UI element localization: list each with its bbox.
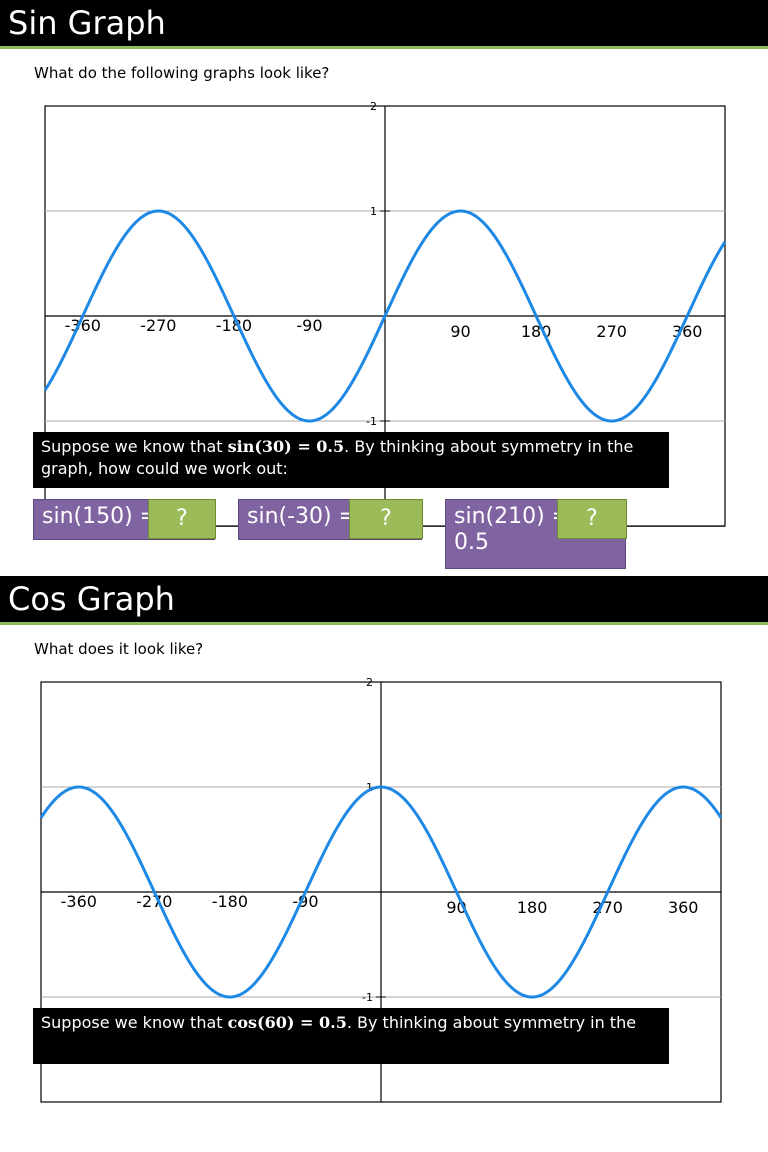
connector-line <box>626 526 725 527</box>
question-label: sin(-30) = <box>247 504 358 529</box>
question-label: sin(150) = <box>42 504 159 529</box>
y-tick-label: 1 <box>370 205 377 218</box>
y-tick-label: 2 <box>366 676 373 689</box>
prompt-text-start: Suppose we know that <box>41 1013 228 1032</box>
y-tick-label: -1 <box>362 991 373 1004</box>
prompt-math: sin(30) = 0.5 <box>227 437 345 456</box>
slide-subtitle: What do the following graphs look like? <box>34 64 330 82</box>
title-bar: Sin Graph <box>0 0 768 49</box>
x-tick-label: 180 <box>521 322 552 341</box>
question-sin210: sin(210) = 0.5 ? <box>445 499 627 569</box>
question-sin-30: sin(-30) = ? <box>238 499 423 540</box>
answer-button[interactable]: ? <box>148 499 216 539</box>
symmetry-prompt: Suppose we know that sin(30) = 0.5. By t… <box>33 432 669 488</box>
prompt-text-start: Suppose we know that <box>41 437 228 456</box>
x-tick-label: 360 <box>672 322 703 341</box>
prompt-text-end: . By thinking about symmetry in the <box>346 1013 637 1032</box>
cos-slide: Cos Graph What does it look like? 2 1 -1 -3… <box>0 576 768 1152</box>
x-tick-label: -360 <box>61 892 97 911</box>
x-tick-label: -270 <box>140 316 176 335</box>
slide-title: Cos Graph <box>8 580 175 618</box>
symmetry-prompt: Suppose we know that cos(60) = 0.5. By t… <box>33 1008 669 1064</box>
x-tick-label: -180 <box>212 892 248 911</box>
question-sin150: sin(150) = ? <box>33 499 216 540</box>
x-tick-label: 180 <box>517 898 548 917</box>
prompt-text-end: . By thinking about symmetry in the grap… <box>41 437 634 478</box>
question-label: sin(210) = <box>454 504 571 529</box>
x-tick-label: 270 <box>592 898 623 917</box>
x-tick-label: -180 <box>216 316 252 335</box>
title-bar: Cos Graph <box>0 576 768 625</box>
connector-line <box>215 526 239 527</box>
x-tick-label: 270 <box>596 322 627 341</box>
slide-subtitle: What does it look like? <box>34 640 204 658</box>
slide-title: Sin Graph <box>8 4 166 42</box>
connector-line <box>422 526 445 527</box>
sin-slide: Sin Graph What do the following graphs l… <box>0 0 768 569</box>
cos-curve <box>39 785 723 999</box>
y-tick-label: 2 <box>370 100 377 113</box>
y-tick-label: -1 <box>366 415 377 428</box>
sin-curve <box>43 209 727 423</box>
x-tick-label: -270 <box>136 892 172 911</box>
x-tick-label: -90 <box>296 316 322 335</box>
x-tick-label: -360 <box>65 316 101 335</box>
y-tick-label: 1 <box>366 781 373 794</box>
answer-button[interactable]: ? <box>349 499 423 539</box>
answer-button[interactable]: ? <box>557 499 627 539</box>
revealed-answer: 0.5 <box>454 530 489 555</box>
prompt-math: cos(60) = 0.5 <box>227 1013 347 1032</box>
x-tick-label: 90 <box>450 322 470 341</box>
x-tick-label: 360 <box>668 898 699 917</box>
